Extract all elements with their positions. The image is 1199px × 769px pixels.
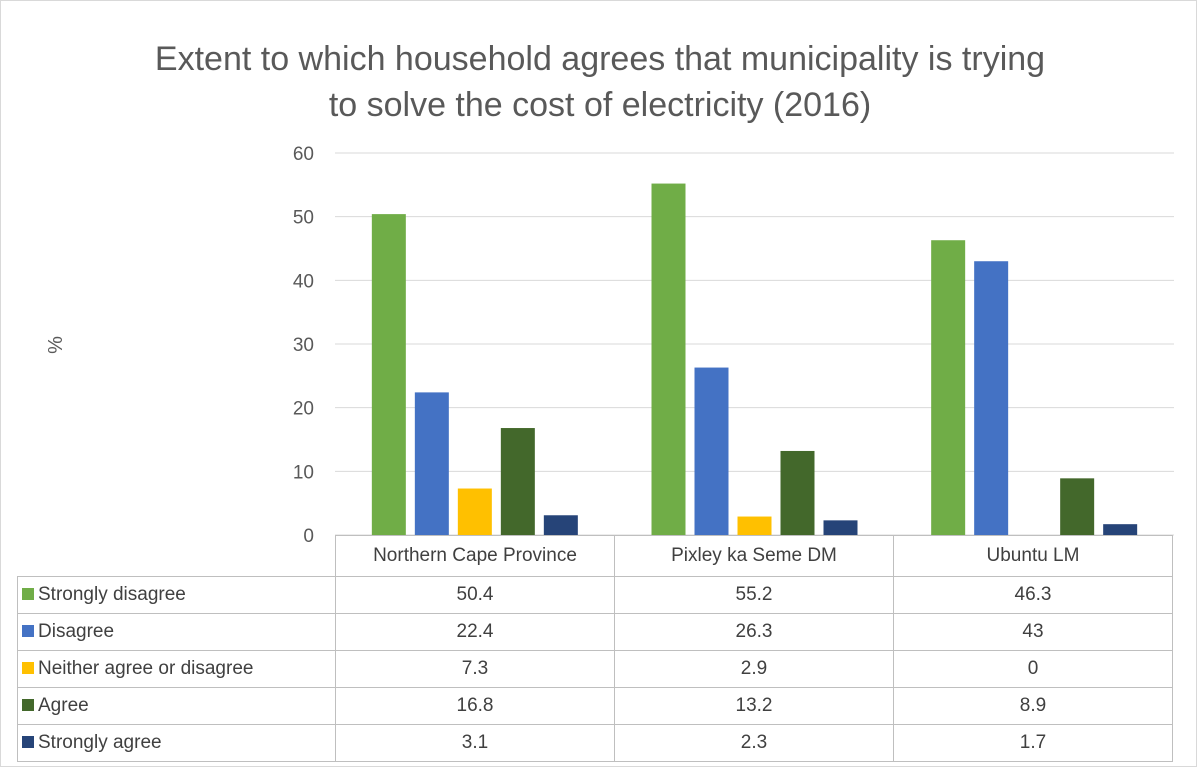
table-cell: 43 — [893, 613, 1173, 651]
table-cell: 1.7 — [893, 724, 1173, 762]
table-row: Agree 16.8 13.2 8.9 — [17, 687, 1173, 725]
y-tick-label: 60 — [293, 144, 314, 165]
table-cell: 13.2 — [614, 687, 894, 725]
bar — [737, 516, 772, 535]
chart-title: Extent to which household agrees that mu… — [100, 36, 1100, 128]
table-cell: 50.4 — [335, 576, 615, 614]
series-name: Agree — [38, 695, 89, 716]
bar — [543, 515, 578, 535]
bar — [931, 240, 966, 535]
table-cell: 26.3 — [614, 613, 894, 651]
table-row: Disagree 22.4 26.3 43 — [17, 613, 1173, 651]
legend-key — [22, 736, 34, 748]
table-row: Strongly agree 3.1 2.3 1.7 — [17, 724, 1173, 762]
bar — [457, 488, 492, 535]
table-row: Neither agree or disagree 7.3 2.9 0 — [17, 650, 1173, 688]
y-tick-label: 30 — [293, 335, 314, 356]
legend-entry: Strongly disagree — [17, 576, 336, 614]
legend-key — [22, 699, 34, 711]
table-cell: 2.9 — [614, 650, 894, 688]
legend-entry: Neither agree or disagree — [17, 650, 336, 688]
chart-title-line-1: Extent to which household agrees that mu… — [154, 40, 1046, 78]
bar — [1103, 524, 1138, 535]
bar — [651, 183, 686, 535]
bar — [780, 450, 815, 535]
legend-entry: Strongly agree — [17, 724, 336, 762]
legend-key — [22, 662, 34, 674]
table-row: Strongly disagree 50.4 55.2 46.3 — [17, 576, 1173, 614]
category-header: Pixley ka Seme DM — [614, 535, 894, 577]
category-header: Ubuntu LM — [893, 535, 1173, 577]
series-name: Disagree — [38, 621, 115, 642]
table-cell: 46.3 — [893, 576, 1173, 614]
table-corner — [17, 535, 336, 577]
table-cell: 16.8 — [335, 687, 615, 725]
bar — [694, 367, 729, 535]
table-cell: 3.1 — [335, 724, 615, 762]
bar — [974, 261, 1009, 535]
data-table: Northern Cape Province Pixley ka Seme DM… — [17, 535, 1173, 762]
bar — [414, 392, 449, 535]
bar — [823, 520, 858, 535]
bar — [1060, 478, 1095, 535]
bar — [500, 428, 535, 535]
chart-title-line-2: to solve the cost of electricity (2016) — [328, 86, 872, 124]
legend-entry: Agree — [17, 687, 336, 725]
category-header: Northern Cape Province — [335, 535, 615, 577]
series-name: Strongly agree — [38, 732, 162, 753]
y-tick-label: 50 — [293, 208, 314, 229]
legend-key — [22, 625, 34, 637]
legend-key — [22, 588, 34, 600]
y-tick-label: 20 — [293, 399, 314, 420]
bar — [371, 214, 406, 535]
table-cell: 2.3 — [614, 724, 894, 762]
table-cell: 22.4 — [335, 613, 615, 651]
series-name: Neither agree or disagree — [38, 658, 254, 679]
series-name: Strongly disagree — [38, 584, 186, 605]
legend-entry: Disagree — [17, 613, 336, 651]
table-cell: 7.3 — [335, 650, 615, 688]
table-cell: 8.9 — [893, 687, 1173, 725]
table-cell: 0 — [893, 650, 1173, 688]
y-tick-label: 40 — [293, 271, 314, 292]
y-tick-label: 10 — [293, 462, 314, 483]
table-cell: 55.2 — [614, 576, 894, 614]
table-header-row: Northern Cape Province Pixley ka Seme DM… — [17, 535, 1173, 577]
